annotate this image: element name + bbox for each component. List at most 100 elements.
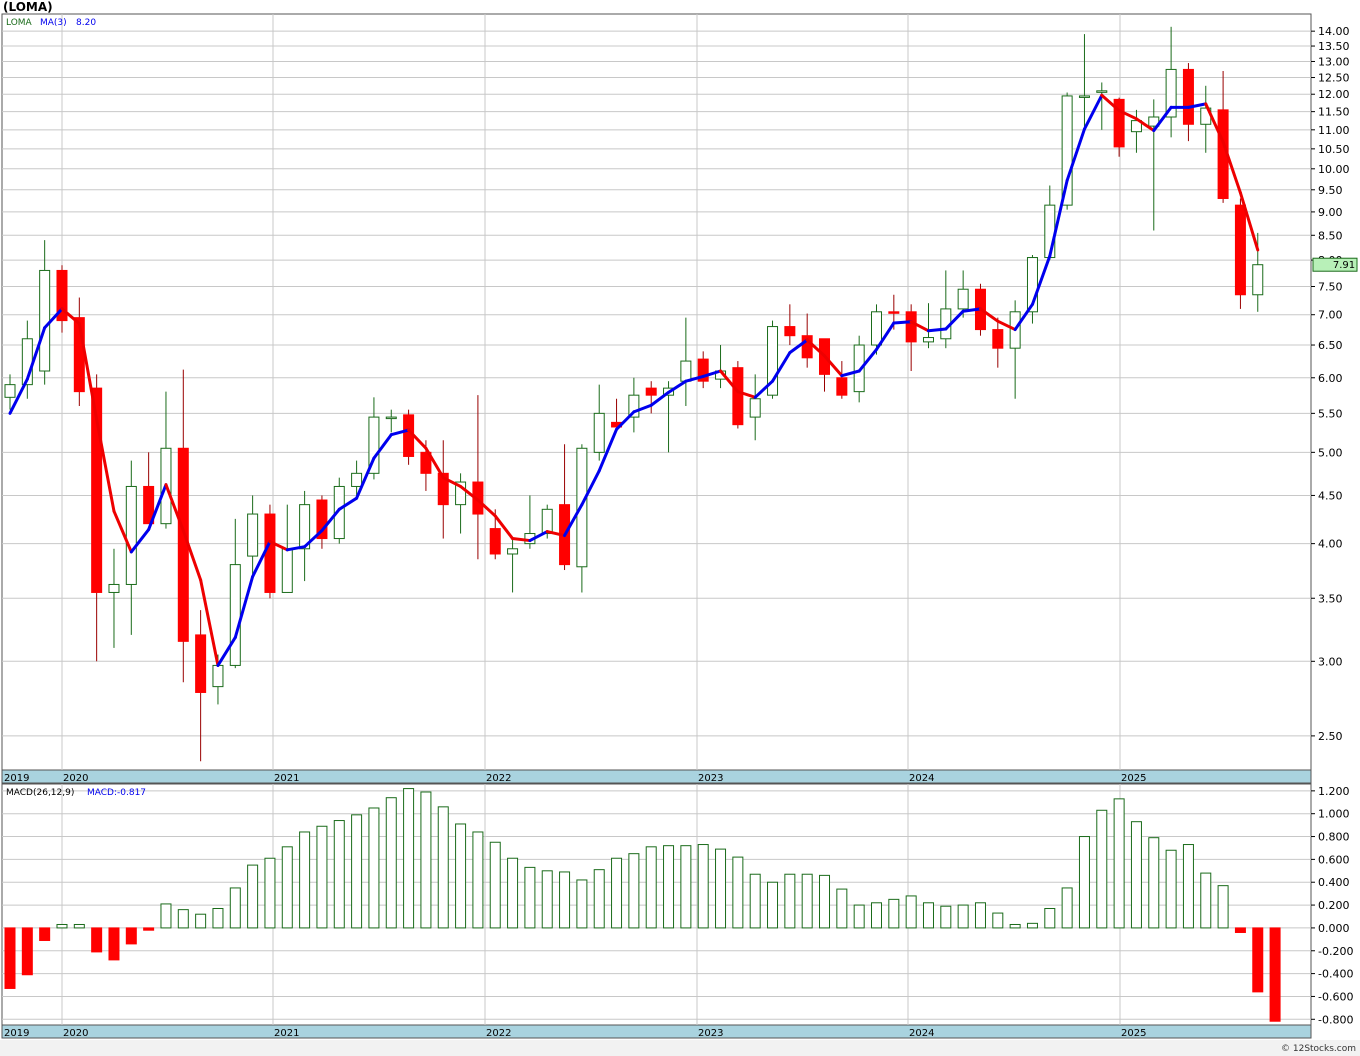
- macd-bar-positive: [1182, 844, 1194, 929]
- macd-bar-positive: [420, 791, 432, 929]
- ma-segment-rising: [875, 321, 896, 351]
- ma-segment-rising: [1013, 302, 1034, 332]
- ma-segment-falling: [736, 390, 757, 399]
- macd-bar-negative: [143, 927, 155, 931]
- ma-segment-rising: [615, 410, 636, 431]
- price-tick-label: 7.50: [1318, 280, 1343, 293]
- ma-segment-rising: [753, 379, 775, 399]
- ma-segment-falling: [1221, 140, 1242, 195]
- ma-segment-falling: [181, 529, 203, 582]
- ma-segment-falling: [459, 484, 480, 502]
- price-year-label: 2022: [486, 773, 511, 784]
- price-tick-label: 8.50: [1318, 229, 1343, 242]
- last-price-label: 7.91: [1333, 260, 1355, 271]
- ma-segment-falling: [95, 417, 116, 513]
- macd-bar-negative: [91, 927, 103, 953]
- macd-label: MACD(26,12,9): [6, 788, 74, 798]
- candle-up: [299, 490, 311, 582]
- ma-segment-falling: [1238, 191, 1260, 252]
- macd-bar-positive: [680, 845, 692, 929]
- macd-bar-positive: [247, 864, 259, 929]
- chart-title: (LOMA): [3, 0, 53, 14]
- ma-segment-rising: [892, 320, 913, 325]
- candle-body: [1078, 95, 1090, 98]
- macd-bar-positive: [1165, 849, 1177, 929]
- candle-body: [922, 337, 934, 343]
- macd-bar-positive: [853, 904, 865, 929]
- candle-body: [697, 358, 709, 382]
- ma-segment-rising: [528, 530, 549, 543]
- price-year-label: 2024: [909, 773, 934, 784]
- candle-body: [801, 335, 813, 359]
- candle-body: [229, 564, 241, 666]
- macd-bar-positive: [507, 857, 519, 929]
- macd-tick-label: -0.200: [1318, 945, 1353, 958]
- ma-segment-rising: [597, 427, 619, 473]
- macd-bar-positive: [576, 879, 588, 929]
- ma-segment-falling: [424, 446, 445, 480]
- ma-segment-rising: [1082, 93, 1104, 131]
- candle-body: [957, 288, 969, 310]
- candle-down: [1113, 97, 1125, 157]
- moving-average-line: [8, 93, 1260, 667]
- price-tick-label: 6.00: [1318, 372, 1343, 385]
- candle-up: [628, 377, 640, 433]
- macd-bar-positive: [784, 873, 796, 929]
- candle-body: [1165, 68, 1177, 118]
- macd-year-label: 2023: [698, 1028, 723, 1039]
- candle-body: [1113, 98, 1125, 148]
- macd-bar-negative: [1252, 927, 1264, 993]
- macd-bar-positive: [801, 873, 813, 929]
- price-tick-label: 13.50: [1318, 40, 1350, 53]
- price-tick-label: 12.50: [1318, 72, 1350, 85]
- macd-bar-positive: [160, 903, 172, 929]
- candle-up: [385, 409, 397, 433]
- macd-year-label: 2025: [1121, 1028, 1146, 1039]
- macd-tick-label: 1.200: [1318, 785, 1350, 798]
- footer-band: [0, 1040, 1360, 1056]
- candle-up: [767, 320, 779, 399]
- macd-bar-positive: [957, 904, 969, 929]
- candle-down: [645, 381, 657, 414]
- candle-body: [732, 367, 744, 426]
- candle-down: [1234, 198, 1246, 309]
- candle-up: [1096, 82, 1108, 130]
- macd-tick-label: -0.800: [1318, 1013, 1353, 1026]
- macd-bar-positive: [663, 845, 675, 929]
- candle-body: [91, 387, 103, 593]
- macd-y-axis: 1.200 1.000 0.800 0.600 0.400 0.200 0.000 -0.20…: [1311, 785, 1353, 1026]
- ma-segment-rising: [667, 379, 688, 394]
- macd-bar-positive: [732, 856, 744, 929]
- ma-segment-rising: [147, 483, 168, 532]
- ma-segment-falling: [268, 540, 289, 552]
- macd-bar-positive: [1026, 922, 1038, 929]
- macd-bar-positive: [385, 797, 397, 929]
- ma-segment-rising: [1048, 178, 1069, 258]
- macd-bar-positive: [697, 844, 709, 929]
- macd-histogram: [4, 788, 1281, 1022]
- ma-segment-falling: [112, 509, 133, 554]
- macd-bar-positive: [403, 788, 415, 929]
- macd-tick-label: 0.200: [1318, 899, 1350, 912]
- candle-body: [784, 326, 796, 337]
- candle-body: [316, 499, 328, 540]
- macd-tick-label: 0.000: [1318, 922, 1350, 935]
- ma-segment-falling: [909, 320, 930, 333]
- candle-body: [455, 481, 467, 506]
- price-year-label: 2020: [63, 773, 88, 784]
- macd-bar-positive: [715, 848, 727, 929]
- macd-bar-positive: [559, 871, 571, 929]
- candle-body: [992, 329, 1004, 349]
- price-tick-label: 2.50: [1318, 730, 1343, 743]
- macd-bar-positive: [922, 902, 934, 929]
- ma-segment-rising: [285, 545, 307, 552]
- candle-body: [1026, 257, 1038, 313]
- ma-segment-rising: [389, 428, 411, 437]
- candle-down: [437, 440, 449, 539]
- macd-bar-negative: [4, 927, 16, 989]
- candle-body: [264, 513, 276, 593]
- macd-bar-positive: [437, 806, 449, 929]
- candle-down: [697, 351, 709, 389]
- candle-up: [922, 303, 934, 349]
